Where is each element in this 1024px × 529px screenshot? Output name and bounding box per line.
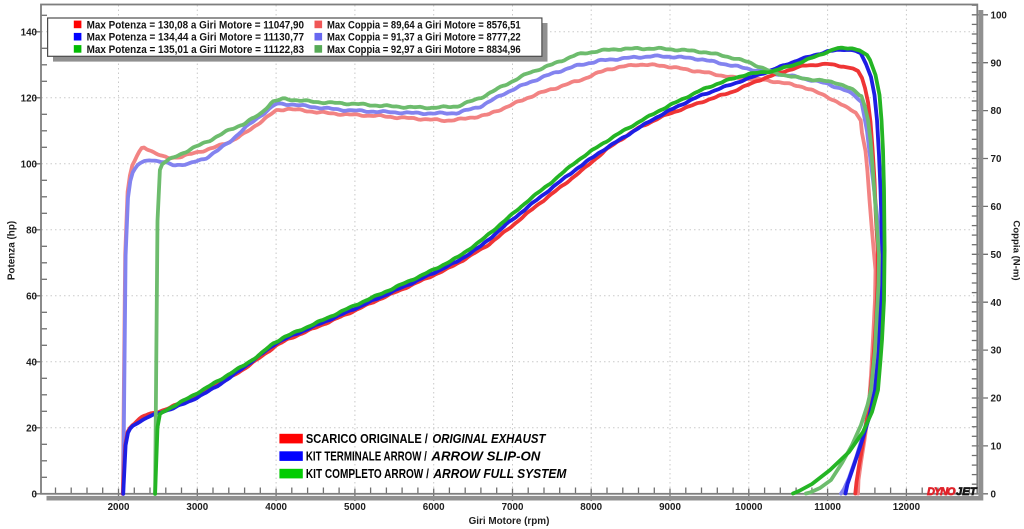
- svg-text:Max Coppia = 92,97 a Giri Moto: Max Coppia = 92,97 a Giri Motore = 8834,…: [327, 44, 521, 56]
- svg-text:Giri Motore (rpm): Giri Motore (rpm): [469, 516, 550, 527]
- svg-text:5000: 5000: [344, 502, 366, 513]
- svg-text:70: 70: [991, 154, 1002, 165]
- svg-text:Coppia (N-m): Coppia (N-m): [1011, 220, 1022, 280]
- svg-text:40: 40: [991, 298, 1002, 309]
- svg-text:60: 60: [991, 202, 1002, 213]
- svg-text:140: 140: [21, 27, 38, 38]
- svg-text:KIT COMPLETO ARROW /ARROW FULL: KIT COMPLETO ARROW / ARROW FULL SYSTEM: [306, 467, 567, 481]
- svg-text:KIT TERMINALE ARROW /ARROW SLI: KIT TERMINALE ARROW / ARROW SLIP-ON: [306, 450, 541, 464]
- svg-text:9000: 9000: [659, 502, 681, 513]
- svg-text:DYNO: DYNO: [927, 486, 956, 498]
- svg-text:4000: 4000: [265, 502, 287, 513]
- svg-text:100: 100: [991, 10, 1008, 21]
- svg-text:Max Coppia = 89,64 a Giri Moto: Max Coppia = 89,64 a Giri Motore = 8576,…: [327, 19, 521, 31]
- svg-text:Max Potenza = 135,01 a Giri Mo: Max Potenza = 135,01 a Giri Motore = 111…: [87, 44, 304, 56]
- svg-text:Max Potenza = 130,08 a Giri Mo: Max Potenza = 130,08 a Giri Motore = 110…: [87, 19, 304, 31]
- svg-text:Max Coppia = 91,37 a Giri Moto: Max Coppia = 91,37 a Giri Motore = 8777,…: [327, 32, 521, 44]
- svg-text:100: 100: [21, 159, 38, 170]
- svg-text:JET: JET: [956, 486, 978, 498]
- svg-text:0: 0: [32, 489, 38, 500]
- svg-text:SCARICO ORIGINALE /ORIGINAL EX: SCARICO ORIGINALE / ORIGINAL EXHAUST: [306, 432, 547, 446]
- svg-text:10000: 10000: [735, 502, 763, 513]
- svg-text:80: 80: [26, 225, 37, 236]
- svg-text:20: 20: [991, 394, 1002, 405]
- svg-text:3000: 3000: [186, 502, 208, 513]
- svg-text:30: 30: [991, 346, 1002, 357]
- svg-text:Max Potenza = 134,44 a Giri Mo: Max Potenza = 134,44 a Giri Motore = 111…: [87, 32, 304, 44]
- svg-text:90: 90: [991, 58, 1002, 69]
- svg-text:Potenza (hp): Potenza (hp): [7, 221, 18, 280]
- svg-text:2000: 2000: [108, 502, 130, 513]
- svg-text:12000: 12000: [893, 502, 921, 513]
- svg-text:60: 60: [26, 291, 37, 302]
- svg-text:0: 0: [991, 489, 997, 500]
- svg-text:120: 120: [21, 93, 38, 104]
- svg-text:7000: 7000: [502, 502, 524, 513]
- svg-text:6000: 6000: [423, 502, 445, 513]
- svg-text:10: 10: [991, 442, 1002, 453]
- svg-text:80: 80: [991, 106, 1002, 117]
- svg-text:20: 20: [26, 423, 37, 434]
- svg-text:11000: 11000: [814, 502, 841, 513]
- svg-text:40: 40: [26, 357, 37, 368]
- svg-text:8000: 8000: [580, 502, 602, 513]
- svg-text:50: 50: [991, 250, 1002, 261]
